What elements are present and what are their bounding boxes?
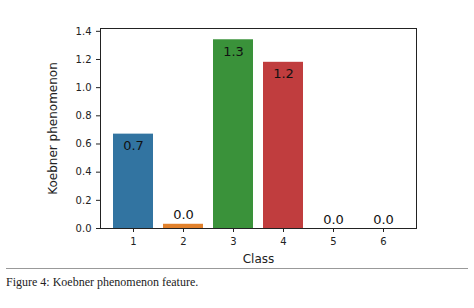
svg-text:1.4: 1.4 xyxy=(76,26,92,37)
svg-text:1: 1 xyxy=(130,236,136,247)
svg-text:0.7: 0.7 xyxy=(123,138,144,153)
svg-text:3: 3 xyxy=(230,236,236,247)
svg-text:0.2: 0.2 xyxy=(76,195,92,206)
svg-text:1.2: 1.2 xyxy=(273,66,294,81)
svg-text:0.0: 0.0 xyxy=(76,223,92,234)
svg-text:2: 2 xyxy=(180,236,186,247)
svg-text:1.2: 1.2 xyxy=(76,54,92,65)
svg-text:0.0: 0.0 xyxy=(173,207,194,222)
svg-text:0.0: 0.0 xyxy=(373,212,394,227)
svg-text:Koebner phenomenon: Koebner phenomenon xyxy=(46,62,60,195)
svg-text:1.3: 1.3 xyxy=(223,44,244,59)
svg-text:5: 5 xyxy=(330,236,336,247)
svg-text:Class: Class xyxy=(243,252,275,266)
svg-text:4: 4 xyxy=(280,236,286,247)
html-text:Figure 4: Koebner phenomenon f: Figure 4: Koebner phenomenon feature. xyxy=(6,275,199,289)
svg-text:1.0: 1.0 xyxy=(76,82,92,93)
svg-text:0.0: 0.0 xyxy=(323,212,344,227)
svg-text:0.4: 0.4 xyxy=(76,166,92,177)
svg-text:0.6: 0.6 xyxy=(76,138,92,149)
svg-text:6: 6 xyxy=(380,236,386,247)
svg-text:0.8: 0.8 xyxy=(76,110,92,121)
